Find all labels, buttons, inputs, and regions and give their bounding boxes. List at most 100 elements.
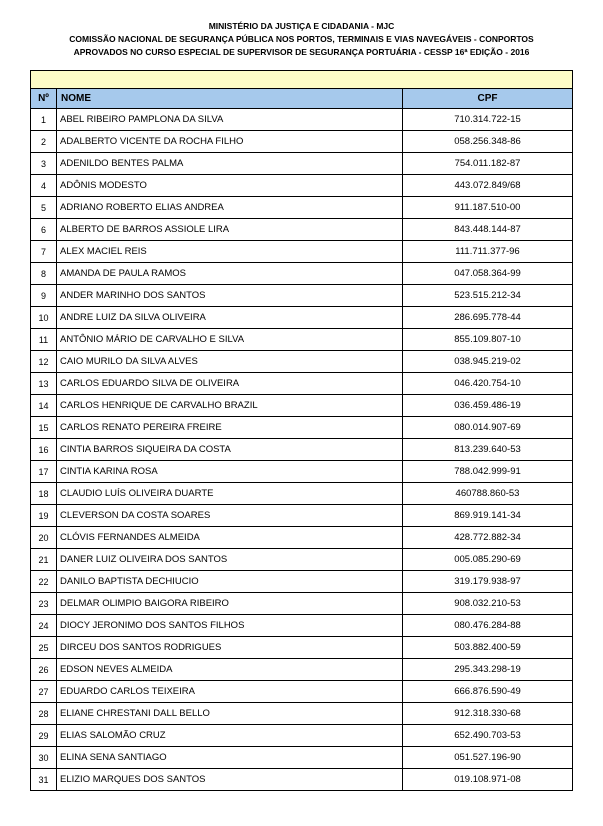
table-row: 6ALBERTO DE BARROS ASSIOLE LIRA843.448.1… — [31, 219, 573, 241]
table-row: 20CLÓVIS FERNANDES ALMEIDA428.772.882-34 — [31, 527, 573, 549]
cell-nome: EDSON NEVES ALMEIDA — [57, 659, 403, 681]
cell-num: 5 — [31, 197, 57, 219]
cell-num: 6 — [31, 219, 57, 241]
header-line-1: MINISTÉRIO DA JUSTIÇA E CIDADANIA - MJC — [30, 20, 573, 33]
cell-nome: DIOCY JERONIMO DOS SANTOS FILHOS — [57, 615, 403, 637]
cell-num: 10 — [31, 307, 57, 329]
cell-cpf: 754.011.182-87 — [403, 153, 573, 175]
cell-num: 12 — [31, 351, 57, 373]
table-row: 19CLEVERSON DA COSTA SOARES869.919.141-3… — [31, 505, 573, 527]
cell-nome: ANDER MARINHO DOS SANTOS — [57, 285, 403, 307]
cell-nome: ELINA SENA SANTIAGO — [57, 747, 403, 769]
table-row: 5ADRIANO ROBERTO ELIAS ANDREA911.187.510… — [31, 197, 573, 219]
cell-cpf: 051.527.196-90 — [403, 747, 573, 769]
cell-nome: DANER LUIZ OLIVEIRA DOS SANTOS — [57, 549, 403, 571]
cell-num: 21 — [31, 549, 57, 571]
cell-cpf: 058.256.348-86 — [403, 131, 573, 153]
table-row: 12CAIO MURILO DA SILVA ALVES038.945.219-… — [31, 351, 573, 373]
cell-num: 23 — [31, 593, 57, 615]
cell-num: 16 — [31, 439, 57, 461]
cell-cpf: 460788.860-53 — [403, 483, 573, 505]
cell-cpf: 038.945.219-02 — [403, 351, 573, 373]
cell-num: 22 — [31, 571, 57, 593]
cell-nome: DANILO BAPTISTA DECHIUCIO — [57, 571, 403, 593]
cell-num: 2 — [31, 131, 57, 153]
cell-num: 25 — [31, 637, 57, 659]
table-row: 13CARLOS EDUARDO SILVA DE OLIVEIRA046.42… — [31, 373, 573, 395]
cell-num: 3 — [31, 153, 57, 175]
cell-num: 18 — [31, 483, 57, 505]
cell-cpf: 813.239.640-53 — [403, 439, 573, 461]
table-row: 7ALEX MACIEL REIS111.711.377-96 — [31, 241, 573, 263]
cell-num: 24 — [31, 615, 57, 637]
cell-cpf: 912.318.330-68 — [403, 703, 573, 725]
cell-nome: AMANDA DE PAULA RAMOS — [57, 263, 403, 285]
table-row: 9ANDER MARINHO DOS SANTOS523.515.212-34 — [31, 285, 573, 307]
cell-cpf: 843.448.144-87 — [403, 219, 573, 241]
cell-num: 19 — [31, 505, 57, 527]
cell-nome: ELIANE CHRESTANI DALL BELLO — [57, 703, 403, 725]
cell-nome: CINTIA KARINA ROSA — [57, 461, 403, 483]
cell-cpf: 319.179.938-97 — [403, 571, 573, 593]
table-row: 22DANILO BAPTISTA DECHIUCIO319.179.938-9… — [31, 571, 573, 593]
cell-num: 17 — [31, 461, 57, 483]
cell-cpf: 652.490.703-53 — [403, 725, 573, 747]
cell-nome: ADENILDO BENTES PALMA — [57, 153, 403, 175]
cell-nome: DELMAR OLIMPIO BAIGORA RIBEIRO — [57, 593, 403, 615]
cell-nome: ABEL RIBEIRO PAMPLONA DA SILVA — [57, 109, 403, 131]
header-line-2: COMISSÃO NACIONAL DE SEGURANÇA PÚBLICA N… — [30, 33, 573, 46]
cell-nome: ADALBERTO VICENTE DA ROCHA FILHO — [57, 131, 403, 153]
cell-num: 13 — [31, 373, 57, 395]
cell-num: 31 — [31, 769, 57, 791]
table-row: 16CINTIA BARROS SIQUEIRA DA COSTA813.239… — [31, 439, 573, 461]
cell-nome: CAIO MURILO DA SILVA ALVES — [57, 351, 403, 373]
table-row: 3ADENILDO BENTES PALMA754.011.182-87 — [31, 153, 573, 175]
table-row: 10ANDRE LUIZ DA SILVA OLIVEIRA286.695.77… — [31, 307, 573, 329]
table-row: 11ANTÔNIO MÁRIO DE CARVALHO E SILVA855.1… — [31, 329, 573, 351]
table-header-row: Nº NOME CPF — [31, 89, 573, 109]
cell-cpf: 036.459.486-19 — [403, 395, 573, 417]
cell-nome: CLEVERSON DA COSTA SOARES — [57, 505, 403, 527]
cell-num: 30 — [31, 747, 57, 769]
cell-nome: CARLOS HENRIQUE DE CARVALHO BRAZIL — [57, 395, 403, 417]
table-row: 25DIRCEU DOS SANTOS RODRIGUES503.882.400… — [31, 637, 573, 659]
cell-num: 28 — [31, 703, 57, 725]
cell-nome: CARLOS EDUARDO SILVA DE OLIVEIRA — [57, 373, 403, 395]
table-row: 30ELINA SENA SANTIAGO051.527.196-90 — [31, 747, 573, 769]
table-row: 17CINTIA KARINA ROSA788.042.999-91 — [31, 461, 573, 483]
cell-nome: DIRCEU DOS SANTOS RODRIGUES — [57, 637, 403, 659]
table-row: 28ELIANE CHRESTANI DALL BELLO912.318.330… — [31, 703, 573, 725]
table-row: 27EDUARDO CARLOS TEIXEIRA666.876.590-49 — [31, 681, 573, 703]
cell-cpf: 080.014.907-69 — [403, 417, 573, 439]
col-header-cpf: CPF — [403, 89, 573, 109]
table-row: 4ADÔNIS MODESTO443.072.849/68 — [31, 175, 573, 197]
yellow-band — [30, 70, 573, 88]
page: MINISTÉRIO DA JUSTIÇA E CIDADANIA - MJC … — [0, 0, 603, 821]
cell-cpf: 788.042.999-91 — [403, 461, 573, 483]
table-row: 18CLAUDIO LUÍS OLIVEIRA DUARTE460788.860… — [31, 483, 573, 505]
cell-nome: ADRIANO ROBERTO ELIAS ANDREA — [57, 197, 403, 219]
cell-num: 26 — [31, 659, 57, 681]
table-row: 23DELMAR OLIMPIO BAIGORA RIBEIRO908.032.… — [31, 593, 573, 615]
table-row: 8AMANDA DE PAULA RAMOS047.058.364-99 — [31, 263, 573, 285]
cell-cpf: 046.420.754-10 — [403, 373, 573, 395]
cell-nome: CARLOS RENATO PEREIRA FREIRE — [57, 417, 403, 439]
cell-cpf: 443.072.849/68 — [403, 175, 573, 197]
cell-cpf: 869.919.141-34 — [403, 505, 573, 527]
table-row: 26EDSON NEVES ALMEIDA295.343.298-19 — [31, 659, 573, 681]
cell-nome: ELIZIO MARQUES DOS SANTOS — [57, 769, 403, 791]
table-row: 24DIOCY JERONIMO DOS SANTOS FILHOS080.47… — [31, 615, 573, 637]
cell-nome: CLAUDIO LUÍS OLIVEIRA DUARTE — [57, 483, 403, 505]
cell-num: 7 — [31, 241, 57, 263]
col-header-num: Nº — [31, 89, 57, 109]
cell-nome: CLÓVIS FERNANDES ALMEIDA — [57, 527, 403, 549]
cell-nome: ELIAS SALOMÃO CRUZ — [57, 725, 403, 747]
cell-cpf: 286.695.778-44 — [403, 307, 573, 329]
table-row: 31ELIZIO MARQUES DOS SANTOS019.108.971-0… — [31, 769, 573, 791]
cell-cpf: 855.109.807-10 — [403, 329, 573, 351]
cell-num: 4 — [31, 175, 57, 197]
table-body: 1ABEL RIBEIRO PAMPLONA DA SILVA710.314.7… — [31, 109, 573, 791]
cell-num: 27 — [31, 681, 57, 703]
table-row: 29ELIAS SALOMÃO CRUZ652.490.703-53 — [31, 725, 573, 747]
cell-num: 11 — [31, 329, 57, 351]
